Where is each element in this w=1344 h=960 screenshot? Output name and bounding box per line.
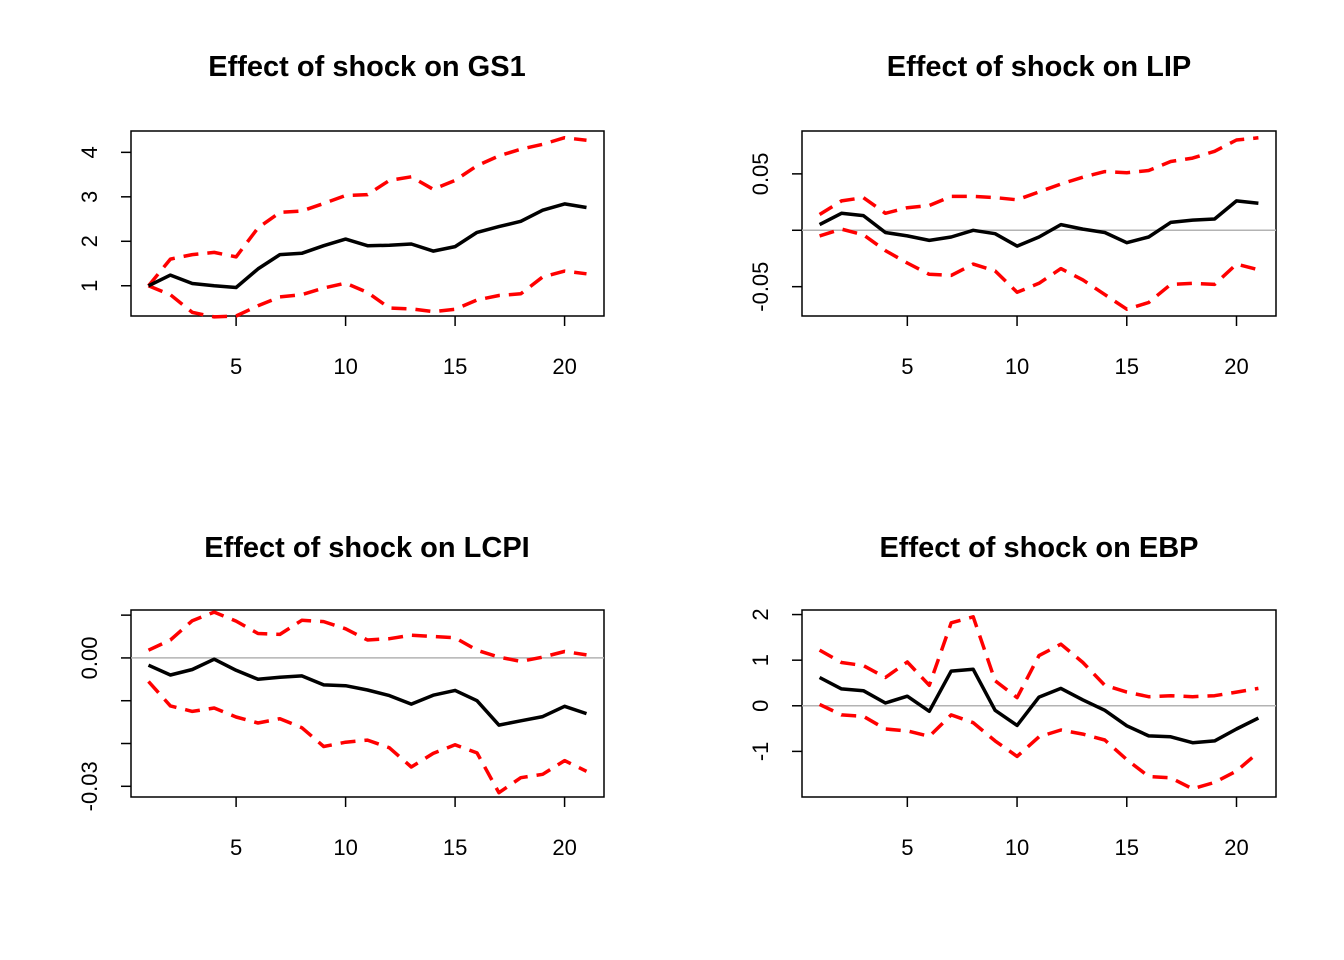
y-tick-label: 0.00	[77, 637, 102, 680]
x-tick-label: 20	[1224, 835, 1248, 860]
x-tick-label: 15	[1115, 835, 1139, 860]
plot-frame	[801, 609, 1277, 798]
estimate-line	[818, 667, 1260, 745]
x-tick-label: 20	[1224, 354, 1248, 379]
lower-band-line	[147, 680, 588, 795]
y-tick-label: 4	[77, 146, 102, 158]
x-tick-label: 5	[901, 354, 913, 379]
y-tick-label: -0.05	[748, 262, 773, 312]
upper-band-line	[147, 135, 587, 287]
panel-title: Effect of shock on GS1	[208, 51, 525, 83]
x-tick-label: 10	[333, 835, 357, 860]
x-tick-label: 5	[230, 354, 242, 379]
y-tick-label: 2	[77, 235, 102, 247]
x-tick-label: 10	[1005, 354, 1029, 379]
plot-frame	[130, 609, 605, 798]
upper-band-line	[818, 615, 1259, 700]
x-tick-label: 5	[230, 835, 242, 860]
x-tick-label: 5	[901, 835, 913, 860]
plot-frame	[801, 130, 1277, 317]
x-tick-label: 15	[1115, 354, 1139, 379]
estimate-line	[147, 202, 587, 290]
estimate-line	[147, 657, 588, 727]
panel-title: Effect of shock on LCPI	[204, 532, 529, 564]
plot-frame	[130, 130, 605, 317]
upper-band-line	[818, 136, 1259, 216]
x-tick-label: 10	[1005, 835, 1029, 860]
y-tick-label: 0.05	[748, 152, 773, 195]
panel-title: Effect of shock on EBP	[879, 532, 1198, 564]
y-tick-label: -1	[748, 742, 773, 762]
y-tick-label: 1	[77, 280, 102, 292]
x-tick-label: 20	[552, 354, 576, 379]
panel-title: Effect of shock on LIP	[887, 51, 1192, 83]
y-tick-label: 0	[748, 700, 773, 712]
lower-band-line	[819, 227, 1259, 311]
y-tick-label: -0.03	[77, 761, 102, 811]
y-tick-label: 2	[748, 608, 773, 620]
lower-band-line	[818, 702, 1260, 791]
estimate-line	[818, 199, 1259, 248]
x-tick-label: 15	[443, 354, 467, 379]
x-tick-label: 20	[552, 835, 576, 860]
y-tick-label: 3	[77, 191, 102, 203]
panel-lip: Effect of shock on LIP 5 10 15 20 0.05 -0.05	[748, 51, 1277, 379]
x-tick-label: 10	[333, 354, 357, 379]
panel-lcpi: Effect of shock on LCPI 5 10 15 20 0.00 -0.03	[77, 532, 605, 860]
y-tick-label: 1	[748, 654, 773, 666]
x-tick-label: 15	[443, 835, 467, 860]
lower-band-line	[147, 269, 587, 319]
panel-gs1: Effect of shock on GS1 5 10 15 20 1 2 3 4	[77, 51, 605, 379]
upper-band-line	[147, 610, 587, 664]
